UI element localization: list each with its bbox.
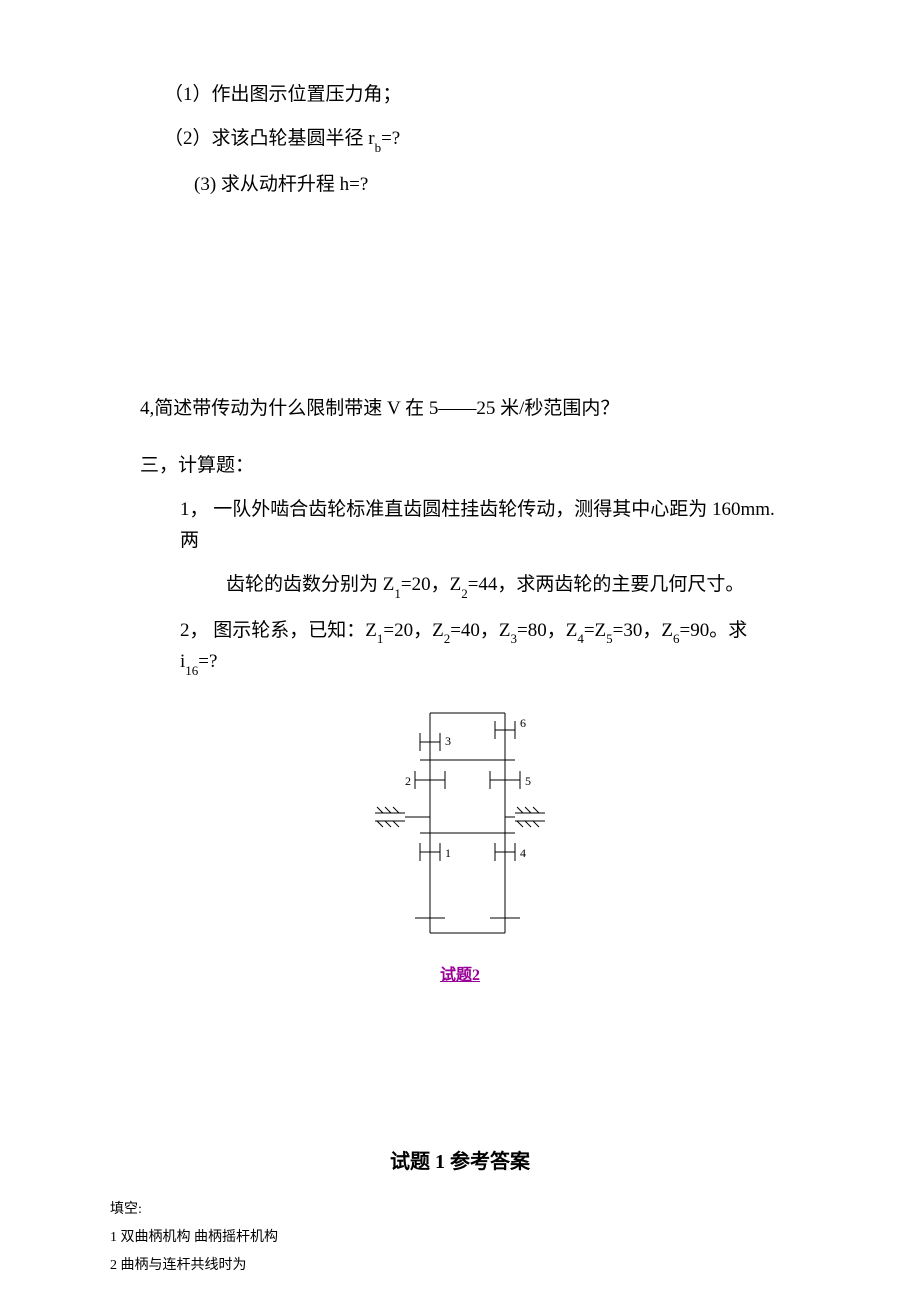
gear-train-diagram: 3 6 2 5: [140, 693, 780, 953]
calc-q2: 2， 图示轮系，已知：Z1=20，Z2=40，Z3=80，Z4=Z5=30，Z6…: [180, 616, 780, 679]
gear-label-6: 6: [520, 716, 526, 730]
calc1b-pre: 齿轮的齿数分别为 Z: [226, 574, 394, 595]
c2-s4: 4: [577, 631, 584, 646]
c2-s16: 16: [185, 663, 198, 678]
calc-q1-line1: 1， 一队外啮合齿轮标准直齿圆柱挂齿轮传动，测得其中心距为 160mm.两: [180, 495, 780, 556]
c2-s2: 2: [444, 631, 451, 646]
c2-s6: 6: [673, 631, 680, 646]
c2-v2: =40，Z: [450, 620, 510, 641]
question-4: 4,简述带传动为什么限制带速 V 在 5——25 米/秒范围内？: [140, 394, 780, 424]
c2-end: =?: [198, 651, 217, 672]
calc1b-sub2: 2: [461, 586, 468, 601]
calc1b-post: =44，求两齿轮的主要几何尺寸。: [468, 574, 745, 595]
c2-s5: 5: [606, 631, 613, 646]
section-3-heading: 三，计算题：: [140, 451, 780, 481]
c2-eq: =Z: [584, 620, 606, 641]
question-1-1: （1）作出图示位置压力角；: [164, 80, 780, 110]
gear-label-1: 1: [445, 846, 451, 860]
q2-subscript: b: [375, 140, 382, 155]
answer-key-title: 试题 1 参考答案: [140, 1145, 780, 1174]
question-1-2: （2）求该凸轮基圆半径 rb=?: [164, 124, 780, 156]
c2-v1: =20，Z: [383, 620, 443, 641]
c2-pre: 2， 图示轮系，已知：Z: [180, 620, 377, 641]
gear-label-2: 2: [405, 774, 411, 788]
calc1b-mid: =20，Z: [401, 574, 461, 595]
exam-2-link[interactable]: 试题2: [140, 961, 780, 985]
c2-v3: =80，Z: [517, 620, 577, 641]
gear-label-3: 3: [445, 734, 451, 748]
calc1b-sub1: 1: [394, 586, 401, 601]
q2-text-post: =?: [381, 128, 400, 149]
fill-answer-1: 1 双曲柄机构 曲柄摇杆机构: [110, 1226, 780, 1246]
c2-s1: 1: [377, 631, 384, 646]
q2-text-pre: （2）求该凸轮基圆半径 r: [164, 128, 375, 149]
right-bearing-icon: [505, 807, 545, 827]
gear-label-5: 5: [525, 774, 531, 788]
c2-v5: =30，Z: [613, 620, 673, 641]
gear-schematic-svg: 3 6 2 5: [365, 693, 555, 953]
fill-answer-2: 2 曲柄与连杆共线时为: [110, 1254, 780, 1274]
question-1-3: (3) 求从动杆升程 h=?: [194, 170, 780, 200]
fill-blank-label: 填空:: [110, 1198, 780, 1218]
calc-q1-line2: 齿轮的齿数分别为 Z1=20，Z2=44，求两齿轮的主要几何尺寸。: [226, 570, 780, 602]
gear-label-4: 4: [520, 846, 526, 860]
c2-s3: 3: [511, 631, 518, 646]
left-bearing-icon: [375, 807, 430, 827]
